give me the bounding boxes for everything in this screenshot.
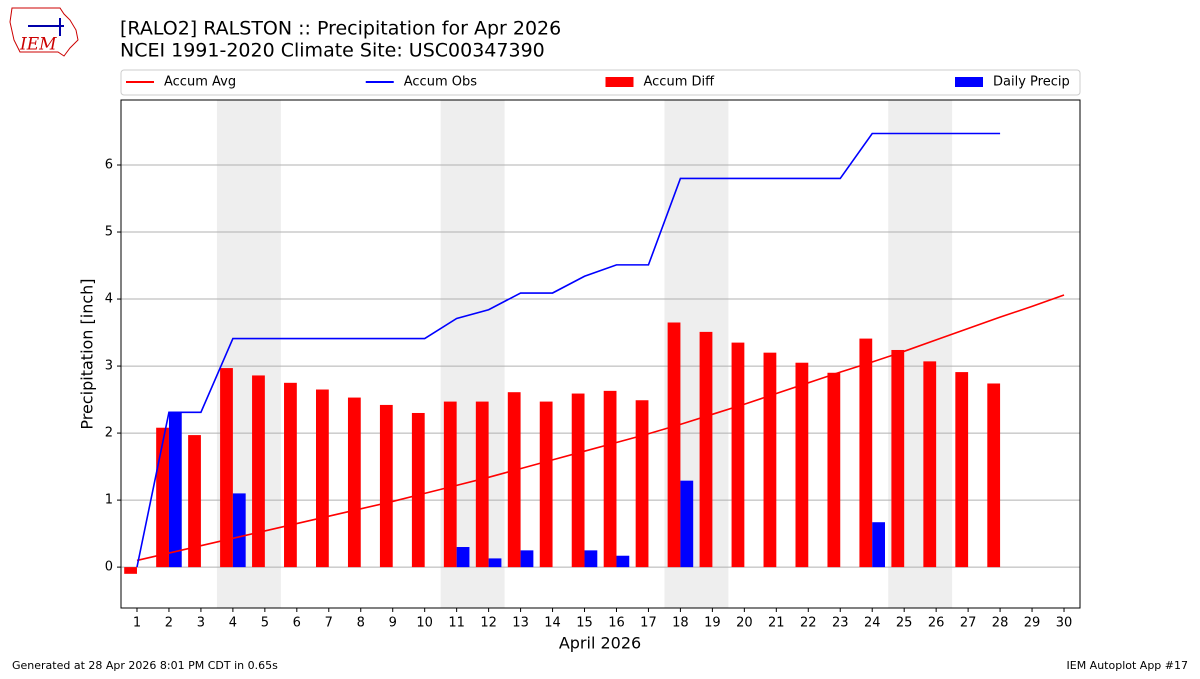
bar — [488, 558, 502, 568]
bar — [680, 480, 694, 568]
legend-label: Daily Precip — [993, 75, 1070, 90]
bar — [315, 389, 329, 568]
y-tick-label: 1 — [105, 493, 113, 508]
x-tick-label: 29 — [1024, 616, 1041, 631]
x-axis-label: April 2026 — [559, 634, 641, 653]
x-tick-label: 1 — [133, 616, 141, 631]
legend-swatch — [955, 77, 983, 87]
x-tick-label: 15 — [576, 616, 593, 631]
x-tick-label: 25 — [896, 616, 913, 631]
x-tick-label: 11 — [448, 616, 465, 631]
bar — [124, 567, 137, 574]
bar — [539, 401, 553, 568]
y-tick-label: 4 — [105, 292, 113, 307]
x-tick-label: 6 — [293, 616, 301, 631]
x-tick-label: 21 — [768, 616, 785, 631]
bar — [475, 401, 489, 568]
y-tick-label: 3 — [105, 359, 113, 374]
x-tick-label: 20 — [736, 616, 753, 631]
logo-text: IEM — [19, 35, 57, 55]
x-tick-label: 16 — [608, 616, 625, 631]
x-tick-label: 27 — [960, 616, 977, 631]
line — [136, 294, 1065, 562]
y-tick-label: 5 — [105, 225, 113, 240]
x-tick-label: 13 — [512, 616, 529, 631]
y-tick-label: 6 — [105, 158, 113, 173]
legend-swatch — [605, 77, 634, 87]
x-tick-label: 5 — [261, 616, 269, 631]
y-tick-label: 2 — [105, 426, 113, 441]
bar — [520, 550, 534, 568]
line — [136, 132, 1001, 568]
footer-right: IEM Autoplot App #17 — [1067, 659, 1189, 672]
bar — [923, 361, 937, 568]
x-tick-label: 4 — [229, 616, 237, 631]
bar — [955, 372, 969, 568]
bar — [763, 352, 777, 568]
legend-label: Accum Diff — [644, 75, 716, 90]
x-tick-label: 8 — [357, 616, 365, 631]
bar — [156, 427, 169, 568]
bar — [795, 362, 809, 568]
bar — [232, 493, 246, 568]
x-tick-label: 2 — [165, 616, 173, 631]
x-tick-label: 14 — [544, 616, 561, 631]
bar — [284, 382, 297, 568]
bar — [859, 338, 873, 568]
bar — [168, 412, 182, 568]
y-tick-label: 0 — [105, 560, 113, 575]
bar — [188, 435, 201, 568]
bar — [731, 342, 745, 568]
x-tick-label: 10 — [416, 616, 433, 631]
bar — [456, 547, 470, 568]
bar — [616, 555, 630, 568]
bar — [347, 397, 361, 568]
plot-frame — [120, 99, 1081, 609]
bar — [827, 372, 841, 568]
x-tick-label: 17 — [640, 616, 657, 631]
x-tick-label: 19 — [704, 616, 721, 631]
bar — [507, 392, 521, 568]
x-tick-label: 23 — [832, 616, 849, 631]
x-tick-label: 9 — [389, 616, 397, 631]
bar — [603, 390, 617, 568]
y-axis-label: Precipitation [inch] — [78, 278, 97, 429]
bar — [891, 349, 905, 568]
x-tick-label: 24 — [864, 616, 881, 631]
bar — [571, 393, 585, 568]
bar — [443, 401, 457, 568]
x-tick-label: 3 — [197, 616, 205, 631]
footer-left: Generated at 28 Apr 2026 8:01 PM CDT in … — [12, 659, 278, 672]
x-tick-label: 26 — [928, 616, 945, 631]
bar — [872, 522, 886, 568]
bar — [635, 400, 649, 568]
bar — [220, 368, 233, 568]
legend-label: Accum Obs — [404, 75, 477, 90]
logo: IEM — [9, 7, 79, 57]
bar — [667, 322, 681, 568]
bar — [252, 375, 265, 568]
bar — [699, 331, 713, 568]
chart-title: [RALO2] RALSTON :: Precipitation for Apr… — [120, 18, 561, 40]
bar — [411, 412, 425, 568]
x-tick-label: 7 — [325, 616, 333, 631]
bar — [584, 550, 598, 568]
x-tick-label: 28 — [992, 616, 1009, 631]
legend — [120, 69, 1081, 96]
bar — [379, 404, 393, 568]
legend-label: Accum Avg — [164, 75, 236, 90]
x-tick-label: 12 — [480, 616, 497, 631]
x-tick-label: 22 — [800, 616, 817, 631]
bar — [987, 383, 1001, 568]
chart-subtitle: NCEI 1991-2020 Climate Site: USC00347390 — [120, 40, 545, 62]
x-tick-label: 18 — [672, 616, 689, 631]
x-tick-label: 30 — [1056, 616, 1073, 631]
